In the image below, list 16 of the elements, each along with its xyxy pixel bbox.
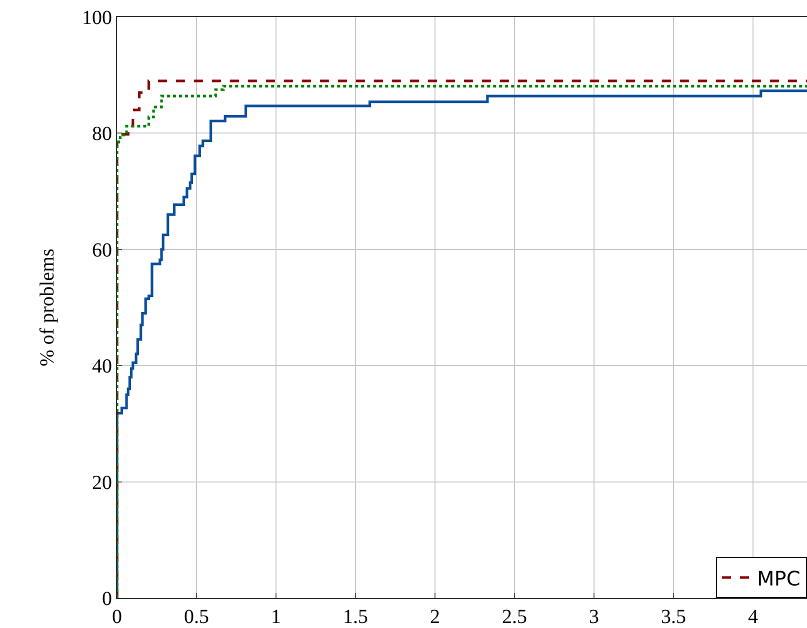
legend-label: MPC bbox=[757, 566, 800, 590]
x-tick-label: 1 bbox=[270, 606, 281, 628]
x-tick-label: 3.5 bbox=[660, 606, 686, 628]
y-tick-label: 40 bbox=[92, 356, 112, 378]
x-tick-label: 4 bbox=[748, 606, 758, 628]
x-tick-label: 0.5 bbox=[184, 606, 209, 628]
x-tick-label: 2 bbox=[430, 606, 440, 628]
x-tick-label: 1.5 bbox=[342, 606, 368, 628]
x-tick-label: 3 bbox=[588, 606, 599, 628]
y-axis-title: % of problems bbox=[36, 248, 58, 366]
y-tick-label: 60 bbox=[92, 239, 112, 262]
y-tick-label: 0 bbox=[102, 588, 112, 610]
x-tick-label: 2.5 bbox=[502, 606, 527, 628]
y-tick-label: 100 bbox=[82, 7, 112, 29]
y-tick-label: 80 bbox=[92, 123, 112, 146]
y-tick-label: 20 bbox=[92, 472, 112, 494]
